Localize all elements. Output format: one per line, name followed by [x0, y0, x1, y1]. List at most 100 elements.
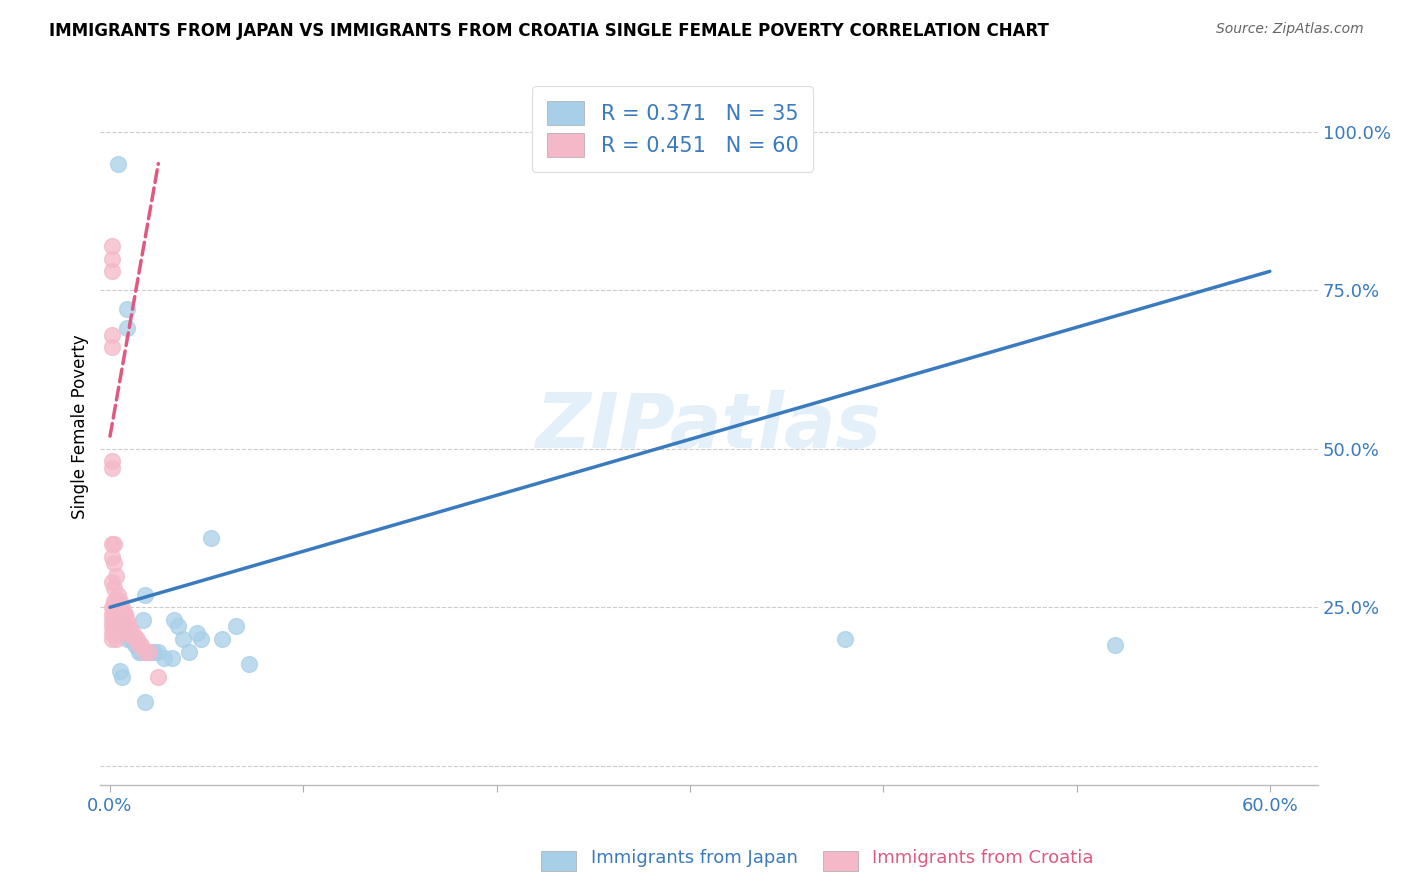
Point: [101, 340, 124, 354]
Point: [103, 600, 125, 615]
Legend: R = 0.371   N = 35, R = 0.451   N = 60: R = 0.371 N = 35, R = 0.451 N = 60: [531, 87, 813, 172]
Point: [101, 625, 124, 640]
Point: [104, 632, 127, 646]
Point: [107, 607, 129, 621]
Point: [112, 613, 135, 627]
Point: [110, 600, 132, 615]
Text: IMMIGRANTS FROM JAPAN VS IMMIGRANTS FROM CROATIA SINGLE FEMALE POVERTY CORRELATI: IMMIGRANTS FROM JAPAN VS IMMIGRANTS FROM…: [49, 22, 1049, 40]
Point: [117, 625, 139, 640]
Point: [107, 600, 129, 615]
Point: [135, 645, 157, 659]
Point: [103, 607, 125, 621]
Point: [110, 607, 132, 621]
Point: [139, 645, 162, 659]
Point: [125, 638, 148, 652]
Point: [117, 321, 139, 335]
Point: [124, 632, 146, 646]
Point: [163, 613, 186, 627]
Point: [211, 632, 233, 646]
Point: [104, 619, 127, 633]
Point: [128, 638, 150, 652]
Point: [186, 625, 208, 640]
Point: [179, 645, 201, 659]
Point: [160, 651, 183, 665]
Point: [1104, 638, 1126, 652]
Point: [101, 613, 124, 627]
Point: [104, 613, 127, 627]
Point: [107, 613, 129, 627]
Point: [101, 549, 124, 564]
Point: [103, 581, 125, 595]
Y-axis label: Single Female Poverty: Single Female Poverty: [72, 334, 89, 519]
Point: [117, 632, 139, 646]
Point: [148, 645, 170, 659]
Point: [101, 460, 124, 475]
Text: Immigrants from Croatia: Immigrants from Croatia: [872, 849, 1094, 867]
Point: [200, 531, 222, 545]
Point: [108, 664, 131, 678]
Point: [117, 613, 139, 627]
Point: [172, 632, 194, 646]
Point: [129, 638, 152, 652]
Point: [103, 625, 125, 640]
Point: [103, 594, 125, 608]
Point: [132, 613, 155, 627]
Text: Immigrants from Japan: Immigrants from Japan: [591, 849, 797, 867]
Point: [225, 619, 247, 633]
Point: [134, 645, 156, 659]
Point: [112, 619, 135, 633]
Point: [143, 645, 166, 659]
Point: [166, 619, 188, 633]
Point: [125, 632, 148, 646]
Point: [101, 619, 124, 633]
Point: [117, 302, 139, 317]
Point: [103, 537, 125, 551]
Point: [108, 619, 131, 633]
Point: [101, 239, 124, 253]
Point: [118, 619, 141, 633]
Point: [101, 574, 124, 589]
Point: [120, 625, 142, 640]
Point: [108, 607, 131, 621]
Point: [122, 625, 145, 640]
Point: [108, 594, 131, 608]
Point: [238, 657, 260, 672]
Text: ZIPatlas: ZIPatlas: [536, 390, 882, 464]
Point: [190, 632, 212, 646]
Text: Source: ZipAtlas.com: Source: ZipAtlas.com: [1216, 22, 1364, 37]
Point: [101, 252, 124, 266]
Point: [104, 568, 127, 582]
Point: [101, 264, 124, 278]
Point: [138, 645, 160, 659]
Point: [104, 625, 127, 640]
Point: [101, 454, 124, 468]
Point: [101, 327, 124, 342]
Point: [834, 632, 856, 646]
Point: [124, 638, 146, 652]
Point: [107, 588, 129, 602]
Point: [120, 632, 142, 646]
Point: [101, 632, 124, 646]
Point: [148, 670, 170, 684]
Point: [104, 607, 127, 621]
Point: [101, 600, 124, 615]
Point: [129, 645, 152, 659]
Point: [103, 556, 125, 570]
Point: [114, 625, 136, 640]
Point: [101, 537, 124, 551]
Point: [114, 613, 136, 627]
Point: [108, 600, 131, 615]
Point: [104, 594, 127, 608]
Point: [108, 613, 131, 627]
Point: [107, 619, 129, 633]
Point: [117, 619, 139, 633]
Point: [107, 156, 129, 170]
Point: [153, 651, 176, 665]
Point: [134, 695, 156, 709]
Point: [101, 607, 124, 621]
Point: [114, 607, 136, 621]
Point: [112, 607, 135, 621]
Point: [103, 613, 125, 627]
Point: [110, 670, 132, 684]
Point: [103, 619, 125, 633]
